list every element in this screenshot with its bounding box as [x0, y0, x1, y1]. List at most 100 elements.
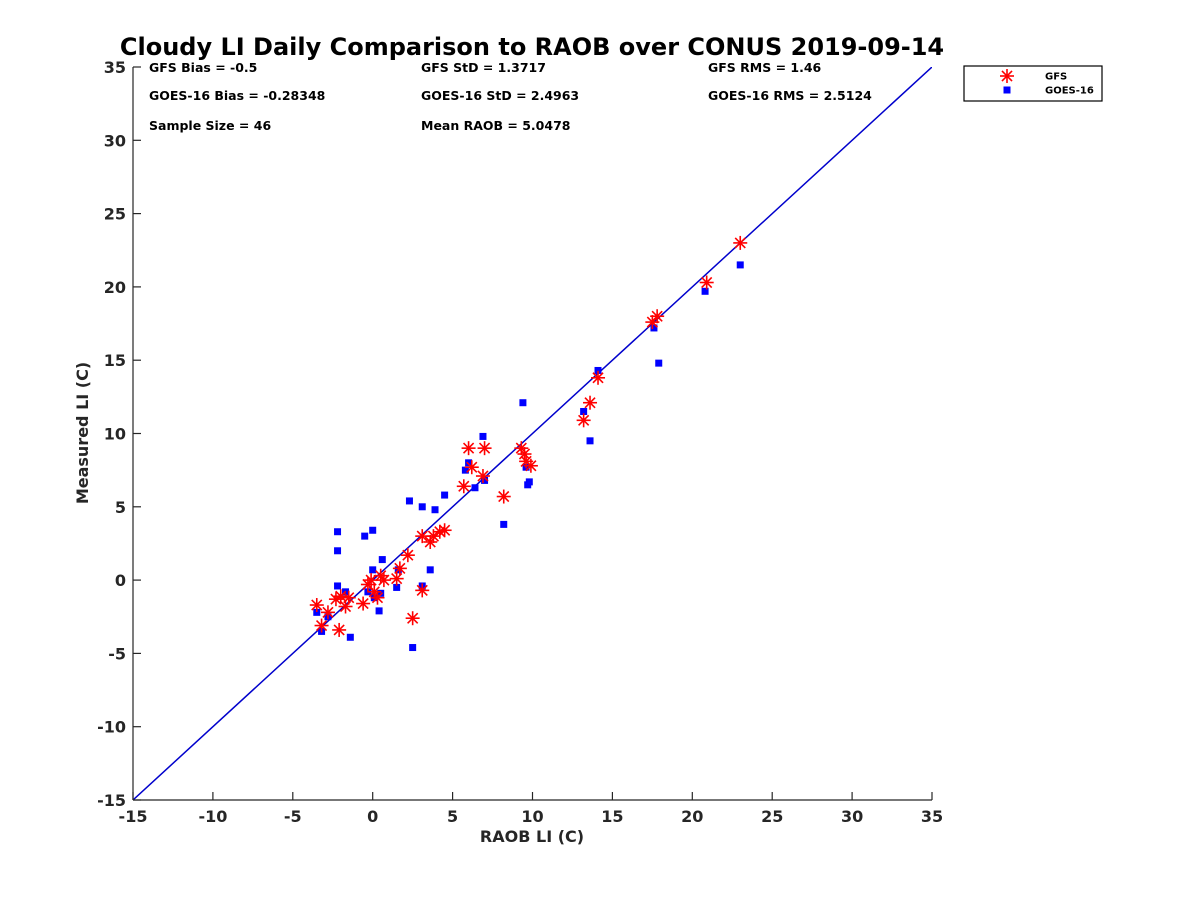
gfs-point [496, 489, 511, 504]
x-tick-label: 15 [601, 807, 623, 826]
x-tick-label: 25 [761, 807, 783, 826]
goes-16-point [334, 528, 342, 536]
gfs-point [456, 479, 471, 494]
x-tick-label: 35 [921, 807, 943, 826]
x-tick-label: 20 [681, 807, 703, 826]
gfs-point [370, 590, 385, 605]
goes-16-point [313, 608, 321, 616]
y-tick-label: -5 [108, 644, 126, 663]
goes-16-point [426, 566, 434, 574]
gfs-point [320, 605, 335, 620]
y-tick-label: 25 [104, 205, 126, 224]
gfs-point [389, 571, 404, 586]
legend-label: GFS [1045, 72, 1067, 83]
y-axis-label: Measured LI (C) [73, 362, 92, 504]
gfs-point [591, 370, 606, 385]
goes-16-point [461, 466, 469, 474]
gfs-point [356, 596, 371, 611]
gfs-point [392, 561, 407, 576]
gfs-point [405, 611, 420, 626]
gfs-point [699, 275, 714, 290]
gfs-point [400, 548, 415, 563]
goes-16-point [655, 359, 663, 367]
x-tick-label: -15 [119, 807, 148, 826]
stat-gfs-rms: GFS RMS = 1.46 [708, 60, 822, 75]
series-goes-16 [313, 261, 744, 652]
stats-annotations: GFS Bias = -0.5 GFS StD = 1.3717 GFS RMS =… [149, 60, 872, 133]
gfs-point [415, 583, 430, 598]
goes-16-point [431, 506, 439, 514]
x-tick-label: 5 [447, 807, 458, 826]
goes-16-point [375, 607, 383, 615]
stat-goes-bias: GOES-16 Bias = -0.28348 [149, 88, 325, 103]
x-tick-label: -5 [284, 807, 302, 826]
stat-sample-size: Sample Size = 46 [149, 118, 271, 133]
goes-16-point [361, 532, 369, 540]
x-tick-label: -10 [198, 807, 227, 826]
gfs-point [461, 441, 476, 456]
y-tick-label: 30 [104, 131, 126, 150]
goes-16-point [736, 261, 744, 269]
stat-mean-raob: Mean RAOB = 5.0478 [421, 118, 570, 133]
goes-16-point [586, 437, 594, 445]
goes-16-point [405, 497, 413, 505]
gfs-point [477, 441, 492, 456]
gfs-point [576, 413, 591, 428]
legend-goes-16-marker [1003, 86, 1011, 94]
goes-16-point [441, 491, 449, 499]
goes-16-point [701, 287, 709, 295]
legend-label: GOES-16 [1045, 86, 1094, 97]
plot-area [133, 67, 932, 800]
goes-16-point [519, 399, 527, 407]
y-tick-label: 35 [104, 58, 126, 77]
gfs-point [437, 523, 452, 538]
goes-16-point [525, 478, 533, 486]
y-tick-label: 15 [104, 351, 126, 370]
gfs-point [475, 469, 490, 484]
goes-16-point [481, 476, 489, 484]
gfs-point [309, 598, 324, 613]
goes-16-point [334, 582, 342, 590]
legend: GFS GOES-16 [963, 65, 1103, 102]
goes-16-point [479, 432, 487, 440]
gfs-point [341, 590, 356, 605]
gfs-point [650, 309, 665, 324]
stat-gfs-bias: GFS Bias = -0.5 [149, 60, 257, 75]
y-tick-label: 10 [104, 425, 126, 444]
stat-gfs-std: GFS StD = 1.3717 [421, 60, 546, 75]
gfs-point [423, 534, 438, 549]
stat-goes-std: GOES-16 StD = 2.4963 [421, 88, 579, 103]
gfs-point [432, 524, 447, 539]
legend-box [963, 65, 1103, 102]
goes-16-point [471, 484, 479, 492]
goes-16-point [369, 566, 377, 574]
y-tick-label: 20 [104, 278, 126, 297]
y-tick-label: -10 [97, 718, 126, 737]
x-tick-label: 0 [367, 807, 378, 826]
goes-16-point [346, 633, 354, 641]
gfs-point [464, 460, 479, 475]
x-axis-label: RAOB LI (C) [480, 827, 584, 846]
x-tick-label: 30 [841, 807, 863, 826]
legend-gfs-marker [1000, 69, 1014, 83]
goes-16-point [334, 547, 342, 555]
goes-16-point [465, 459, 473, 467]
gfs-point [523, 458, 538, 473]
x-tick-label: 10 [521, 807, 543, 826]
goes-16-point [378, 556, 386, 564]
gfs-point [733, 235, 748, 250]
chart-title: Cloudy LI Daily Comparison to RAOB over … [120, 33, 944, 61]
one-to-one-line [133, 67, 932, 800]
goes-16-point [594, 366, 602, 374]
gfs-point [583, 395, 598, 410]
axes: -15 -10 -5 0 5 10 15 20 25 30 35 -15 -10 -5 0 5 10 15 20 25… [97, 58, 943, 826]
y-tick-label: 5 [115, 498, 126, 517]
gfs-point [332, 622, 347, 637]
gfs-point [314, 618, 329, 633]
y-tick-label: -15 [97, 791, 126, 810]
y-tick-label: 0 [115, 571, 126, 590]
goes-16-point [580, 408, 588, 416]
goes-16-point [418, 503, 426, 511]
goes-16-point [409, 644, 417, 652]
